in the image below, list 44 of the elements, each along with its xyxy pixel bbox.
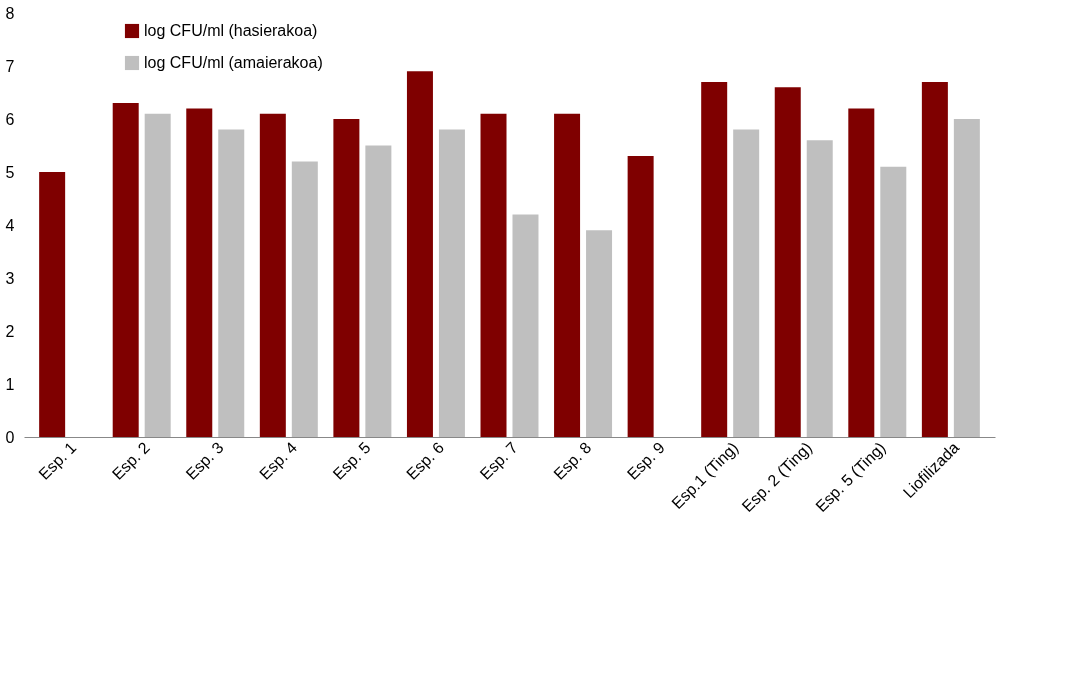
bar — [733, 129, 760, 437]
bar — [144, 113, 171, 437]
bar — [406, 71, 433, 437]
bar — [39, 172, 66, 437]
bar — [880, 166, 907, 437]
bar — [333, 119, 360, 437]
x-tick-label: Esp. 5 — [329, 438, 374, 483]
bar — [186, 108, 213, 437]
y-tick-label: 7 — [5, 57, 15, 75]
bar — [848, 108, 875, 437]
x-tick-label: Esp. 4 — [256, 438, 301, 483]
legend-label: log CFU/ml (amaierakoa) — [144, 54, 323, 71]
y-tick-label: 1 — [5, 375, 15, 393]
x-tick-label: Esp. 1 — [35, 438, 80, 483]
x-tick-label: Esp. 9 — [623, 438, 669, 483]
y-tick-label: 4 — [5, 216, 15, 234]
y-tick-label: 8 — [5, 4, 15, 22]
bar — [701, 81, 728, 437]
bar — [774, 87, 801, 437]
bar — [365, 145, 392, 437]
bar — [953, 119, 980, 437]
x-tick-label: Esp. 8 — [550, 438, 595, 483]
bar — [806, 140, 833, 437]
bar — [627, 156, 654, 437]
bar — [586, 230, 613, 437]
y-tick-label: 3 — [5, 269, 15, 287]
y-tick-label: 0 — [5, 428, 15, 446]
bar — [259, 113, 286, 437]
bar — [438, 129, 465, 437]
bar — [218, 129, 245, 437]
bar — [291, 161, 318, 437]
x-tick-label: Esp. 2 — [108, 438, 154, 483]
x-tick-label: Esp. 7 — [476, 438, 521, 483]
bar — [554, 113, 581, 437]
bar — [112, 103, 139, 437]
bar — [921, 81, 948, 437]
x-tick-label: Esp. 6 — [403, 438, 448, 483]
y-tick-label: 5 — [5, 163, 15, 181]
legend-label: log CFU/ml (hasierakoa) — [144, 22, 318, 39]
y-tick-label: 6 — [5, 110, 15, 128]
bar — [512, 214, 539, 437]
bar — [480, 113, 507, 437]
y-tick-label: 2 — [5, 322, 15, 340]
x-tick-label: Esp. 3 — [182, 438, 227, 483]
